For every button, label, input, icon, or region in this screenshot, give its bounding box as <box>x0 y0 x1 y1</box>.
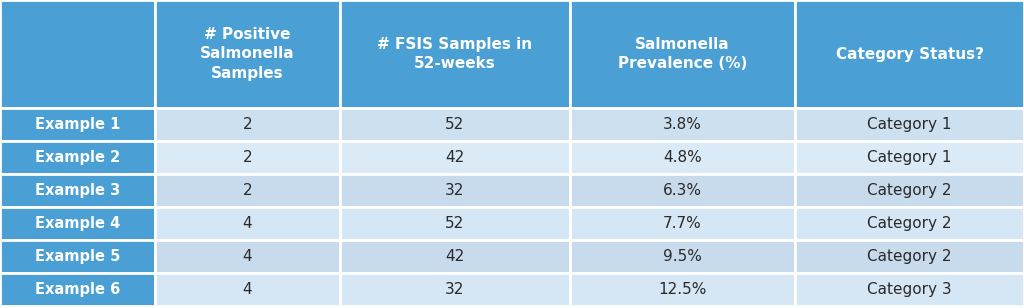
Bar <box>0 141 155 174</box>
Bar <box>795 207 1024 240</box>
Text: 4: 4 <box>243 249 252 264</box>
Bar <box>155 141 340 174</box>
Text: 6.3%: 6.3% <box>663 183 702 198</box>
Text: Example 4: Example 4 <box>35 216 120 231</box>
Bar <box>0 108 155 141</box>
Text: Category 1: Category 1 <box>867 150 951 165</box>
Bar <box>0 0 155 108</box>
Text: 42: 42 <box>445 150 465 165</box>
Bar <box>570 0 795 108</box>
Text: 2: 2 <box>243 183 252 198</box>
Bar <box>0 174 155 207</box>
Bar <box>155 0 340 108</box>
Text: 7.7%: 7.7% <box>664 216 701 231</box>
Text: Category 2: Category 2 <box>867 216 951 231</box>
Text: Category 1: Category 1 <box>867 117 951 132</box>
Bar <box>155 240 340 273</box>
Bar <box>340 108 570 141</box>
Bar <box>570 108 795 141</box>
Text: Example 6: Example 6 <box>35 282 120 297</box>
Text: 3.8%: 3.8% <box>664 117 701 132</box>
Bar <box>155 174 340 207</box>
Bar <box>340 0 570 108</box>
Bar <box>795 273 1024 306</box>
Bar <box>155 273 340 306</box>
Text: Category 3: Category 3 <box>867 282 952 297</box>
Bar <box>795 174 1024 207</box>
Text: Category 2: Category 2 <box>867 183 951 198</box>
Text: 2: 2 <box>243 150 252 165</box>
Text: Example 2: Example 2 <box>35 150 120 165</box>
Bar <box>795 0 1024 108</box>
Bar <box>795 240 1024 273</box>
Bar <box>0 207 155 240</box>
Text: 52: 52 <box>445 117 465 132</box>
Text: 42: 42 <box>445 249 465 264</box>
Text: # Positive
Salmonella
Samples: # Positive Salmonella Samples <box>200 27 295 81</box>
Bar <box>570 207 795 240</box>
Text: Category 2: Category 2 <box>867 249 951 264</box>
Bar <box>570 141 795 174</box>
Bar <box>340 273 570 306</box>
Bar <box>340 141 570 174</box>
Bar <box>155 207 340 240</box>
Bar <box>0 240 155 273</box>
Text: Salmonella
Prevalence (%): Salmonella Prevalence (%) <box>617 37 748 71</box>
Bar <box>795 108 1024 141</box>
Bar <box>340 174 570 207</box>
Bar <box>570 273 795 306</box>
Bar <box>0 273 155 306</box>
Text: 4: 4 <box>243 216 252 231</box>
Text: 12.5%: 12.5% <box>658 282 707 297</box>
Text: 32: 32 <box>445 282 465 297</box>
Text: 9.5%: 9.5% <box>664 249 701 264</box>
Text: 4: 4 <box>243 282 252 297</box>
Text: 4.8%: 4.8% <box>664 150 701 165</box>
Bar <box>570 240 795 273</box>
Bar <box>795 141 1024 174</box>
Text: 2: 2 <box>243 117 252 132</box>
Text: Example 3: Example 3 <box>35 183 120 198</box>
Bar <box>340 207 570 240</box>
Text: 32: 32 <box>445 183 465 198</box>
Bar <box>155 108 340 141</box>
Bar <box>340 240 570 273</box>
Text: Example 5: Example 5 <box>35 249 120 264</box>
Bar <box>570 174 795 207</box>
Text: 52: 52 <box>445 216 465 231</box>
Text: # FSIS Samples in
52-weeks: # FSIS Samples in 52-weeks <box>378 37 532 71</box>
Text: Category Status?: Category Status? <box>836 47 983 62</box>
Text: Example 1: Example 1 <box>35 117 120 132</box>
